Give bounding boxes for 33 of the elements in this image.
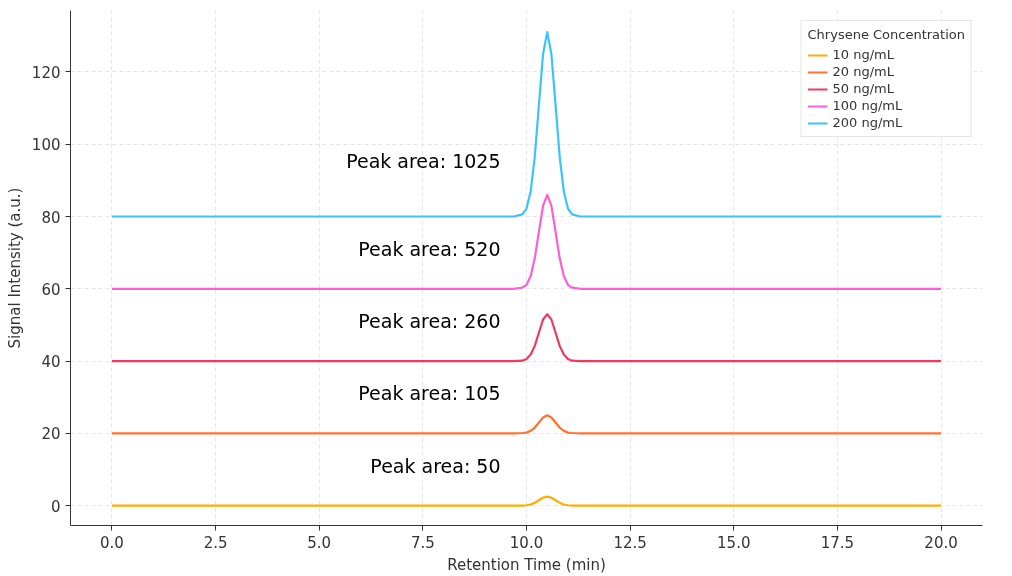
legend-label: 50 ng/mL [832, 81, 894, 96]
y-tick-label: 80 [41, 208, 61, 227]
y-tick-label: 120 [31, 63, 61, 82]
x-tick-label: 15.0 [717, 533, 751, 552]
y-tick-label: 40 [41, 353, 61, 372]
y-tick-label: 0 [50, 497, 61, 516]
x-tick-label: 5.0 [307, 533, 332, 552]
x-axis-title: Retention Time (min) [447, 555, 606, 574]
y-tick-label: 100 [31, 136, 61, 155]
legend-label: 10 ng/mL [832, 47, 894, 62]
x-tick-label: 7.5 [410, 533, 435, 552]
legend-title: Chrysene Concentration [807, 27, 965, 42]
y-tick-label: 20 [41, 425, 61, 444]
annotation: Peak area: 260 [358, 310, 501, 333]
annotation: Peak area: 105 [358, 382, 501, 405]
legend-label: 200 ng/mL [832, 115, 903, 130]
line-series [110, 312, 943, 363]
x-tick-label: 17.5 [820, 533, 855, 552]
x-tick-label: 0.0 [100, 533, 124, 552]
line-series [110, 414, 943, 435]
legend-label: 100 ng/mL [832, 98, 903, 113]
y-tick-label: 60 [41, 280, 61, 299]
y-axis-title: Signal Intensity (a.u.) [5, 187, 24, 349]
annotation: Peak area: 1025 [346, 149, 501, 172]
line-series [110, 495, 943, 507]
line-series [110, 193, 943, 290]
annotation: Peak area: 520 [358, 237, 501, 260]
x-tick-label: 20.0 [924, 533, 958, 552]
x-tick-label: 12.5 [613, 533, 647, 552]
x-tick-label: 10.0 [509, 533, 544, 552]
annotation: Peak area: 50 [370, 454, 501, 477]
legend-label: 20 ng/mL [832, 64, 894, 79]
x-tick-label: 2.5 [203, 533, 228, 552]
